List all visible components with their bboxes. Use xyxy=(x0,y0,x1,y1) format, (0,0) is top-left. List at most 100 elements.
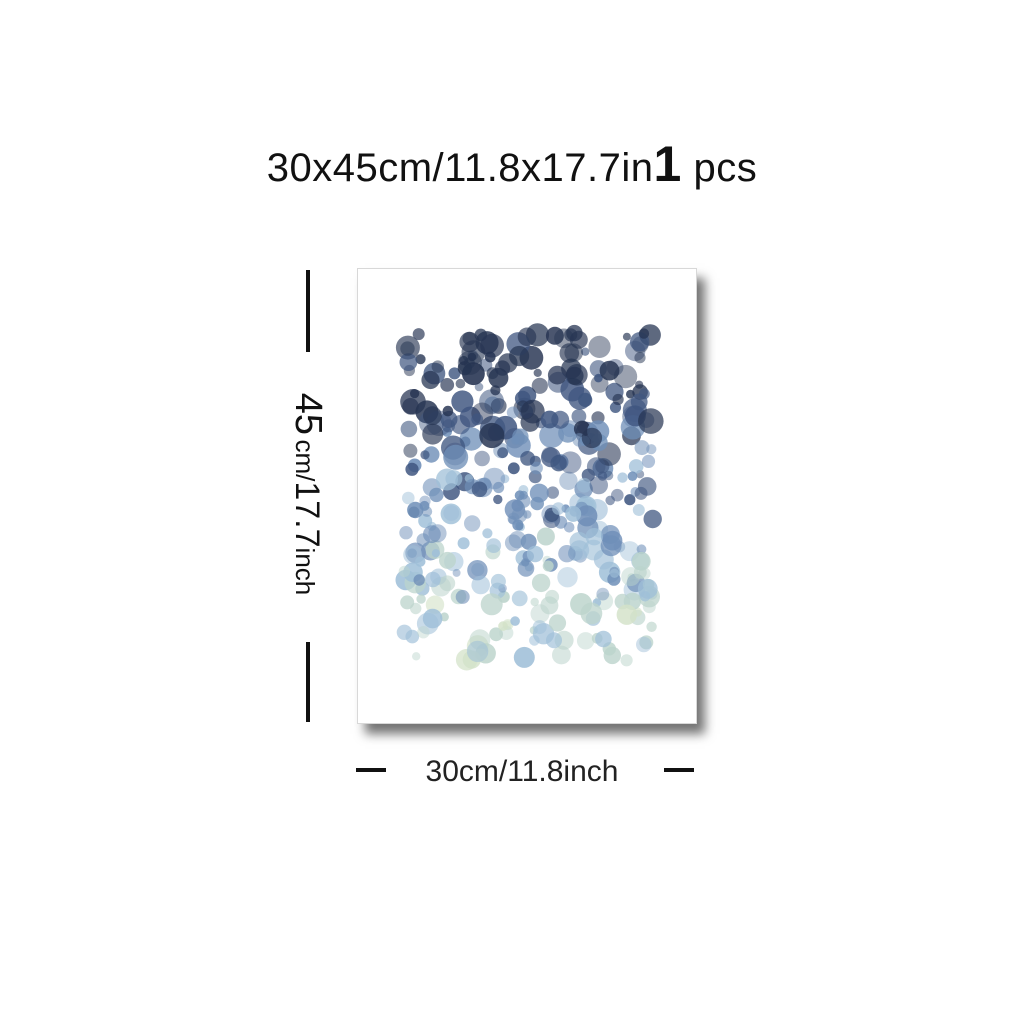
paint-dot xyxy=(471,413,484,426)
paint-dot xyxy=(588,335,611,358)
height-number: 45 xyxy=(287,392,329,436)
paint-dot xyxy=(443,444,469,470)
paint-dot xyxy=(533,368,542,377)
paint-dot xyxy=(634,486,648,500)
paint-dot xyxy=(530,597,539,607)
paint-dot xyxy=(415,354,426,365)
paint-dot xyxy=(569,532,589,552)
paint-dot xyxy=(407,501,424,519)
paint-dot xyxy=(559,343,580,363)
paint-dot xyxy=(566,364,588,386)
paint-dot xyxy=(509,345,530,367)
paint-dot xyxy=(552,645,571,665)
paint-dot xyxy=(596,587,610,601)
paint-dot xyxy=(589,475,608,495)
paint-dot xyxy=(479,422,505,449)
paint-dot xyxy=(612,393,624,406)
paint-dot xyxy=(497,447,508,459)
paint-dot xyxy=(405,462,419,476)
paint-dot xyxy=(412,652,421,661)
paint-dot xyxy=(624,494,636,506)
paint-dot xyxy=(530,461,543,475)
paint-dot xyxy=(630,393,648,411)
paint-dot xyxy=(443,505,460,521)
paint-dot xyxy=(520,451,535,466)
height-dimension-line-top xyxy=(306,270,310,352)
paint-dot xyxy=(493,481,505,494)
paint-dot xyxy=(641,454,656,468)
paint-dot xyxy=(559,451,582,474)
paint-dot xyxy=(452,568,461,577)
paint-dot xyxy=(417,626,430,639)
paint-dot xyxy=(517,560,535,577)
paint-dot xyxy=(457,537,470,550)
paint-dot xyxy=(559,471,578,490)
paint-dot xyxy=(423,406,442,426)
paint-dot xyxy=(416,533,430,547)
paint-dot xyxy=(448,367,461,380)
paint-dot xyxy=(508,531,527,549)
paint-dot xyxy=(631,551,651,571)
paint-dot xyxy=(531,573,551,593)
paint-dot xyxy=(566,324,583,342)
paint-dot xyxy=(429,487,444,503)
paint-dot xyxy=(488,367,509,388)
paint-dot xyxy=(431,549,440,558)
paint-dot xyxy=(617,472,628,483)
paint-dot xyxy=(526,545,544,563)
paint-dot xyxy=(482,528,493,539)
height-label: 45 cm/17.7inch xyxy=(287,344,329,644)
paint-dot xyxy=(536,527,555,546)
paint-dot xyxy=(636,636,652,653)
paint-dot xyxy=(421,506,433,517)
poster-canvas xyxy=(357,268,697,724)
paint-dot xyxy=(632,504,645,516)
paint-dot xyxy=(420,450,430,460)
paint-dot xyxy=(474,450,490,467)
width-dimension-line-right xyxy=(664,768,694,772)
paint-dot xyxy=(399,526,413,540)
paint-dot xyxy=(532,620,547,635)
paint-dot xyxy=(637,578,658,599)
height-dimension-line-bottom xyxy=(306,642,310,722)
paint-dot xyxy=(600,535,622,557)
paint-dot xyxy=(513,646,535,668)
paint-dot xyxy=(620,654,633,667)
paint-dot xyxy=(599,360,620,381)
size-text: 30x45cm/11.8x17.7in xyxy=(266,146,654,190)
paint-dot xyxy=(403,443,418,458)
paint-dot xyxy=(439,575,456,592)
paint-dot xyxy=(576,477,592,493)
paint-dot xyxy=(628,459,644,474)
paint-dot xyxy=(480,593,503,616)
paint-dot xyxy=(506,406,519,419)
paint-dot xyxy=(548,614,567,632)
paint-dot xyxy=(402,491,415,505)
paint-dot xyxy=(400,341,415,356)
paint-dot xyxy=(422,423,444,445)
quantity-unit: pcs xyxy=(693,146,758,190)
paint-dot xyxy=(540,410,559,429)
paint-dot xyxy=(431,360,444,373)
paint-dot xyxy=(464,515,481,532)
paint-dot xyxy=(634,440,650,456)
paint-dot xyxy=(605,495,615,506)
paint-dot xyxy=(474,382,484,392)
quantity-number: 1 xyxy=(653,136,682,192)
paint-dot xyxy=(529,483,549,503)
paint-dot xyxy=(585,528,603,546)
product-size-title: 30x45cm/11.8x17.7in1 pcs xyxy=(0,138,1024,194)
paint-dot xyxy=(455,378,466,389)
paint-dot xyxy=(516,494,531,508)
watercolor-dots-artwork xyxy=(395,323,664,671)
paint-dot xyxy=(466,640,489,663)
paint-dot xyxy=(540,596,559,615)
paint-dot xyxy=(643,509,662,529)
paint-dot xyxy=(638,328,650,339)
height-cm-unit: cm/ xyxy=(290,439,320,482)
paint-dot xyxy=(396,624,413,640)
paint-dot xyxy=(422,608,443,629)
paint-dot xyxy=(539,423,564,448)
paint-dot xyxy=(634,352,646,364)
paint-dot xyxy=(546,632,562,649)
